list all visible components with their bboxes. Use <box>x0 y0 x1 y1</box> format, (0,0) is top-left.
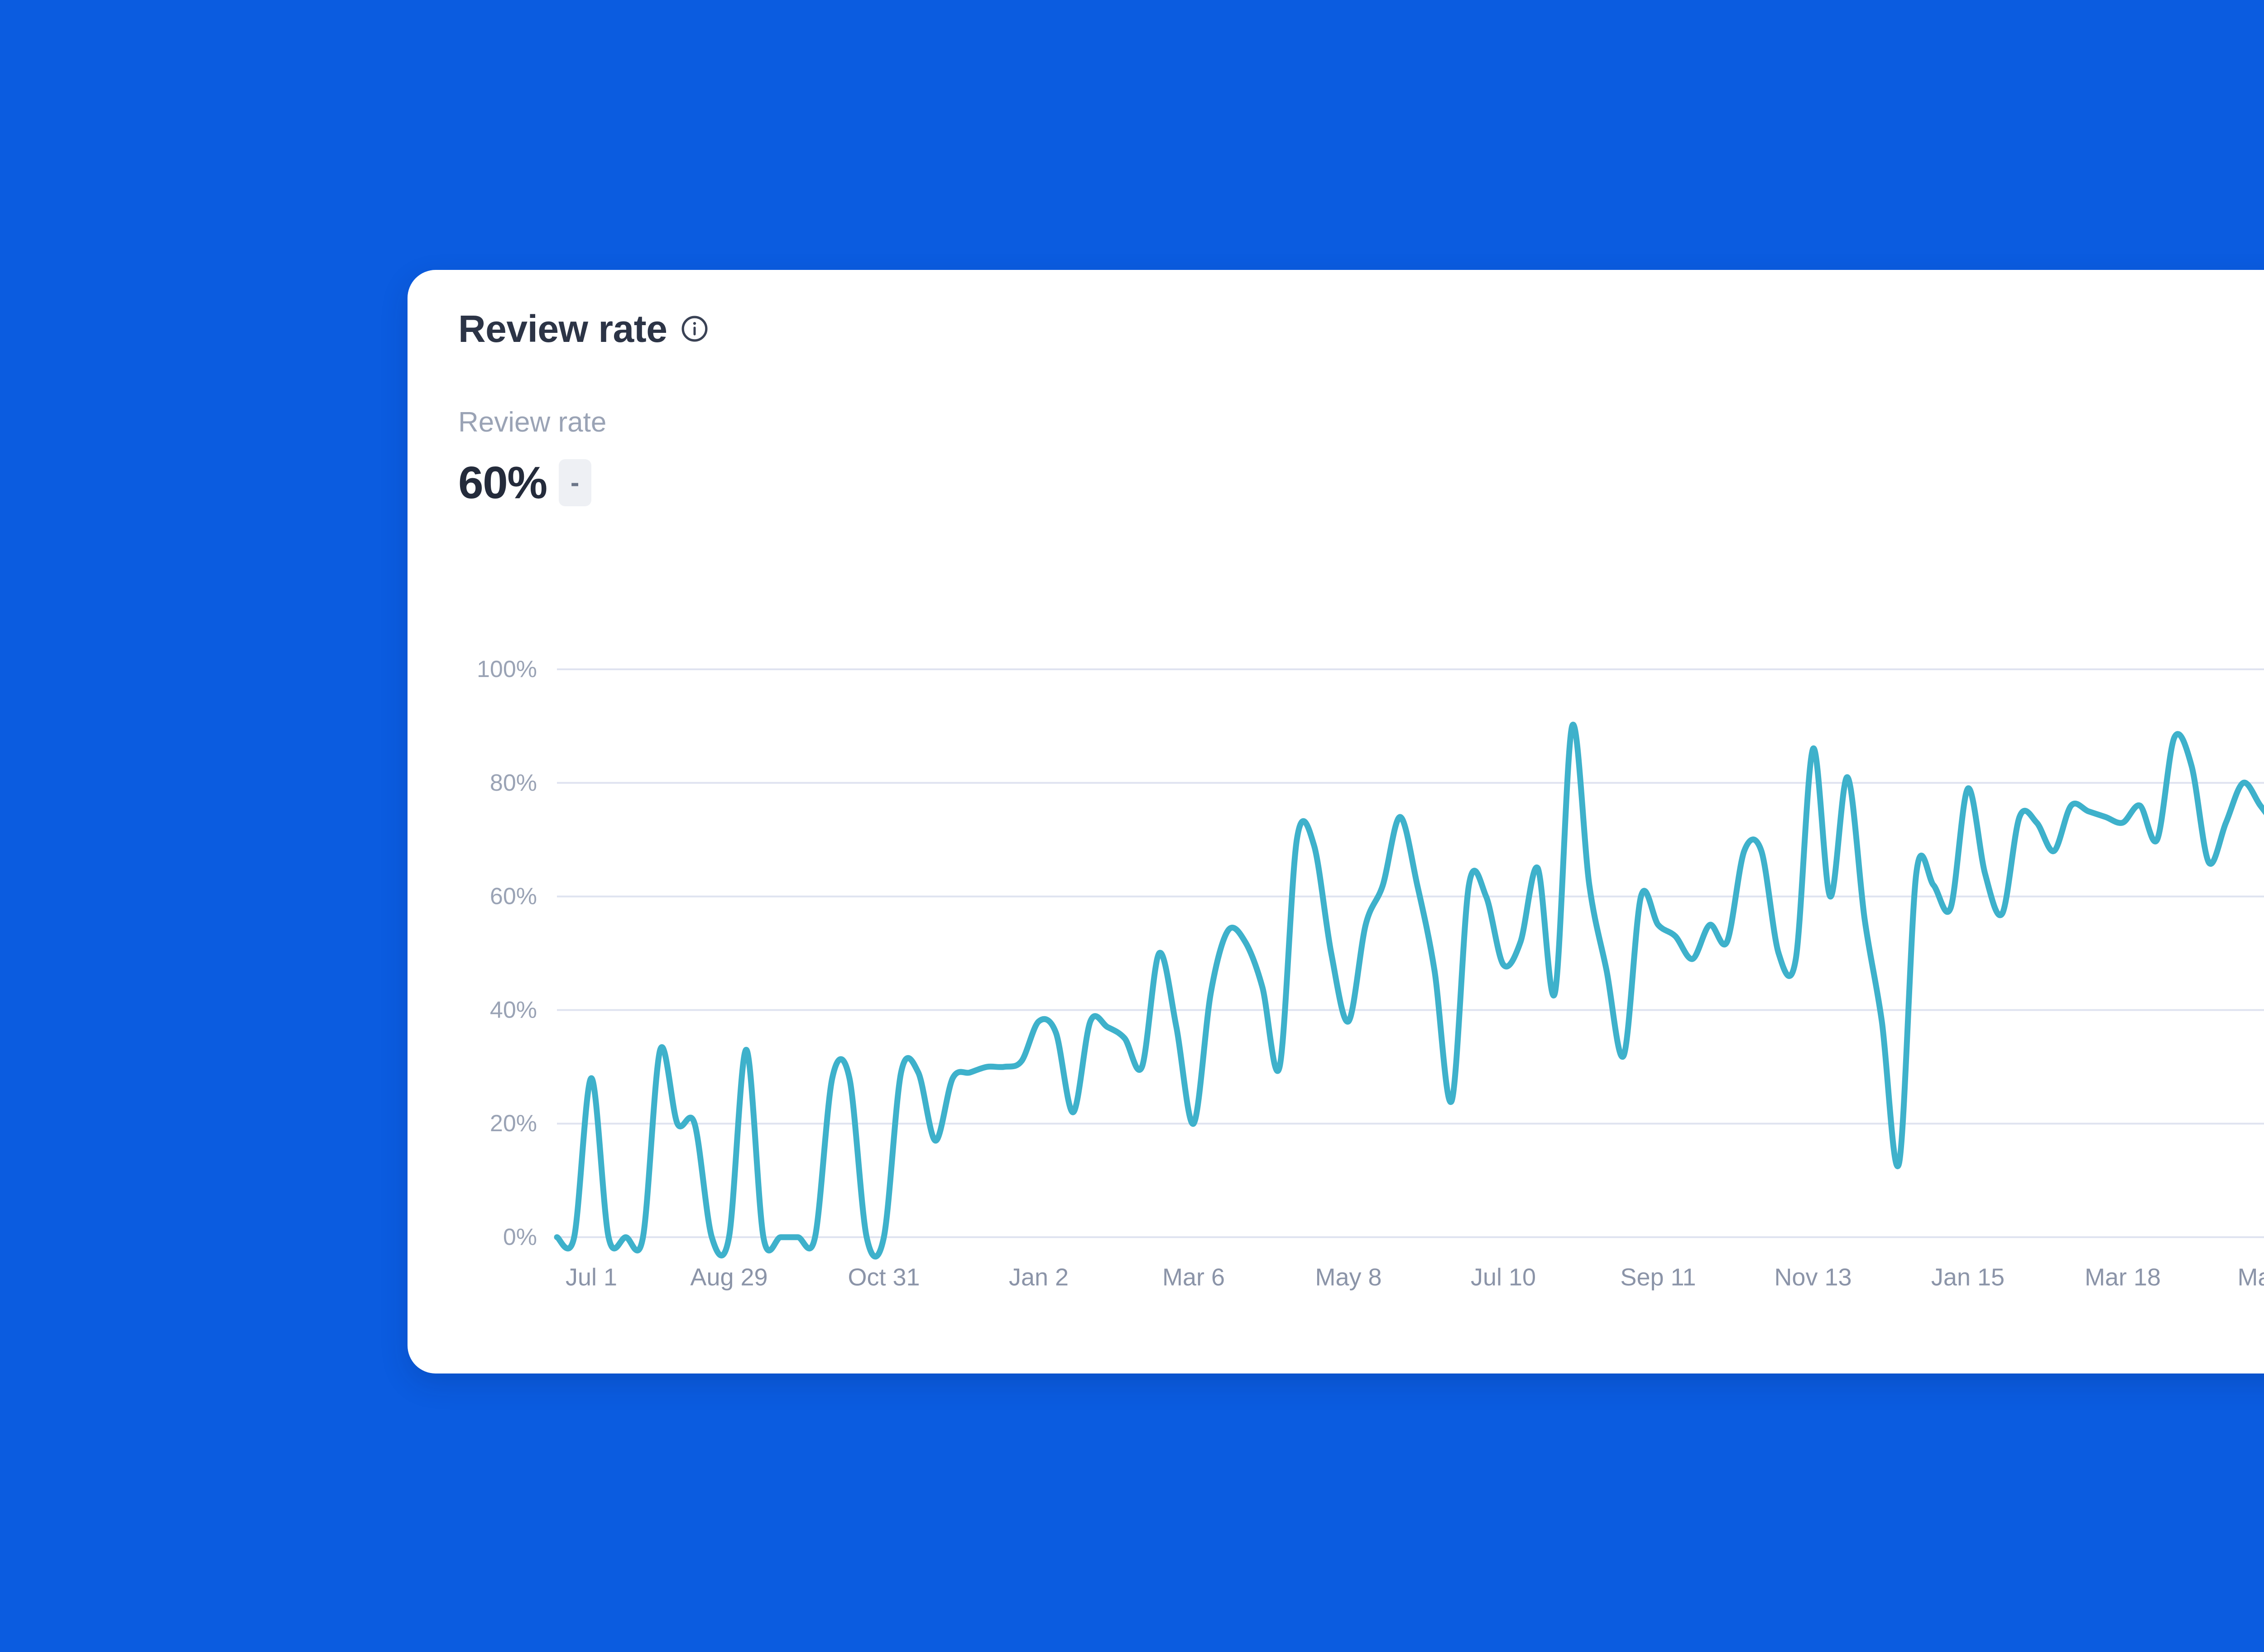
x-axis-tick-label: Oct 31 <box>848 1263 920 1291</box>
x-axis-tick-label: Mar 6 <box>1162 1263 1225 1291</box>
y-axis-tick-label: 40% <box>490 997 537 1023</box>
x-axis-tick-label: Nov 13 <box>1774 1263 1851 1291</box>
review-rate-chart[interactable]: 100% 80% 60% 40% 20% 0% Jul 1 Aug 29 Oct 31 Jan … <box>408 270 2264 1373</box>
x-axis-tick-label: Mar 18 <box>2085 1263 2161 1291</box>
x-axis-tick-label: Jan 2 <box>1009 1263 1069 1291</box>
y-axis-tick-label: 60% <box>490 884 537 910</box>
data-series-line <box>554 721 2264 1260</box>
x-axis-tick-label: Jan 15 <box>1931 1263 2005 1291</box>
metric-value: 60% <box>458 457 547 508</box>
x-axis-tick-label: May 20 <box>2237 1263 2264 1291</box>
metric-label: Review rate <box>458 407 607 438</box>
page-title: Review rate <box>458 307 667 350</box>
chart-canvas[interactable]: 100% 80% 60% 40% 20% 0% Jul 1 Aug 29 Oct 31 Jan … <box>408 270 2264 1373</box>
status-badge: - <box>558 459 591 506</box>
y-axis-tick-label: 20% <box>490 1110 537 1137</box>
y-axis-tick-label: 0% <box>503 1224 537 1250</box>
metric-row: 60% - <box>458 459 606 506</box>
x-axis-tick-label: Jul 10 <box>1471 1263 1536 1291</box>
y-axis-tick-label: 80% <box>490 770 537 796</box>
info-circle-icon[interactable] <box>680 314 710 344</box>
x-axis-tick-label: Jul 1 <box>566 1263 617 1291</box>
data-series-group <box>554 721 2264 1260</box>
y-axis-tick-label: 100% <box>477 656 537 682</box>
gridlines <box>557 668 2264 1238</box>
x-axis-tick-label: Aug 29 <box>690 1263 767 1291</box>
x-axis-tick-label: Sep 11 <box>1620 1263 1696 1291</box>
card-header: Review rate <box>458 310 710 348</box>
review-rate-card: Review rate Review rate 60% - 100% 80% 60%… <box>408 270 2264 1373</box>
metric-block: Review rate 60% - <box>458 408 606 506</box>
y-axis-ticks: 100% 80% 60% 40% 20% 0% <box>477 656 537 1250</box>
x-axis-ticks: Jul 1 Aug 29 Oct 31 Jan 2 Mar 6 May 8 Jul 10 Se… <box>566 1263 2264 1291</box>
x-axis-tick-label: May 8 <box>1315 1263 1381 1291</box>
